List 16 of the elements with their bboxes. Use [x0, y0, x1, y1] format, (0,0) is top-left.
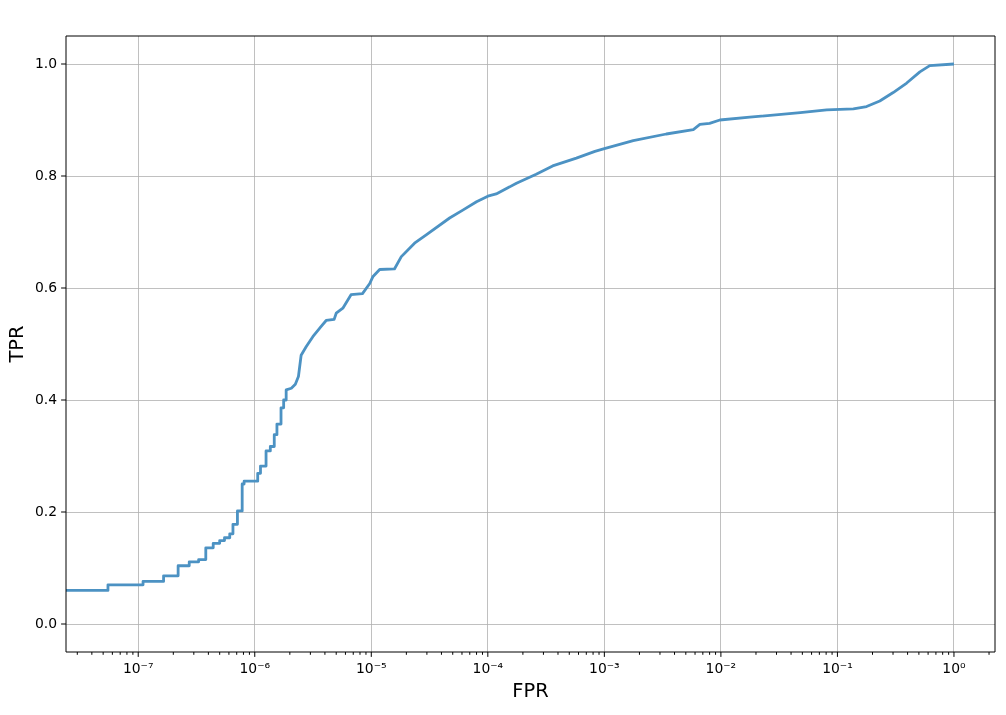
y-tick-label: 1.0 — [34, 54, 57, 71]
x-tick-label: 10⁻⁵ — [356, 659, 387, 676]
x-tick-label: 10⁻² — [705, 659, 737, 676]
x-axis-title: FPR — [512, 679, 549, 703]
x-tick-label: 10⁻¹ — [822, 659, 853, 676]
y-axis-title: TPR — [4, 325, 28, 364]
x-tick-label: 10⁻⁷ — [122, 659, 154, 676]
y-tick-label: 0.0 — [34, 614, 57, 631]
x-tick-label: 10⁻⁴ — [472, 659, 504, 676]
x-tick-label: 10⁻³ — [589, 659, 620, 676]
x-tick-label: 10⁰ — [942, 659, 967, 676]
x-tick-label: 10⁻⁶ — [239, 659, 271, 676]
y-tick-label: 0.8 — [34, 166, 57, 183]
y-tick-label: 0.4 — [34, 390, 58, 407]
y-tick-label: 0.6 — [34, 278, 57, 295]
y-tick-label: 0.2 — [34, 502, 57, 519]
